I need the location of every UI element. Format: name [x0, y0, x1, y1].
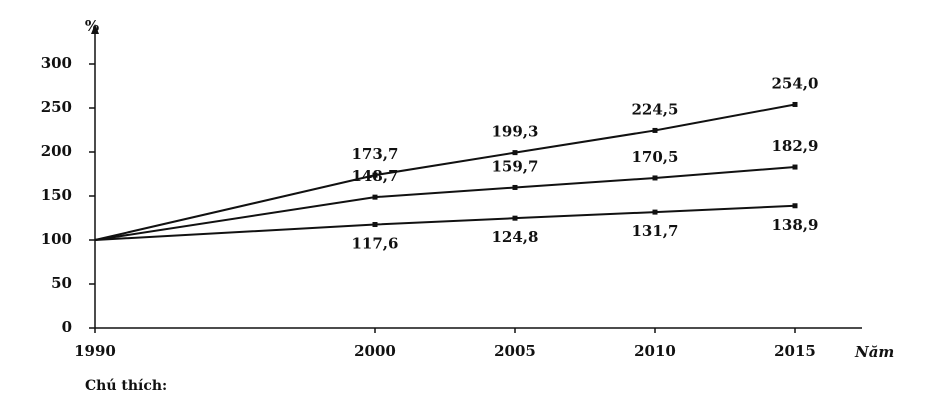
data-point — [372, 194, 378, 200]
value-label: 224,5 — [632, 100, 679, 118]
y-tick-label: 50 — [51, 274, 72, 292]
x-tick-label: 2015 — [774, 342, 816, 360]
value-label: 182,9 — [772, 137, 819, 155]
y-tick-label: 200 — [41, 142, 72, 160]
x-tick-label: 2010 — [634, 342, 676, 360]
data-point — [512, 184, 518, 190]
series-line — [94, 204, 796, 241]
y-tick-label: 100 — [41, 230, 72, 248]
y-tick-label: 0 — [62, 318, 72, 336]
y-tick-label: 250 — [41, 98, 72, 116]
data-point — [652, 127, 658, 133]
data-point — [652, 209, 658, 215]
y-axis-label: % — [85, 17, 99, 35]
value-label: 173,7 — [352, 145, 399, 163]
value-label: 138,9 — [772, 216, 819, 234]
value-label: 124,8 — [492, 228, 539, 246]
data-point — [372, 172, 378, 178]
y-tick-label: 300 — [41, 54, 72, 72]
value-label: 254,0 — [772, 74, 819, 92]
series-line — [94, 166, 796, 241]
data-point — [512, 150, 518, 156]
value-label: 131,7 — [632, 222, 679, 240]
value-label: 199,3 — [492, 123, 539, 141]
value-label: 159,7 — [492, 157, 539, 175]
data-point — [792, 101, 798, 107]
x-tick-label: 2000 — [354, 342, 396, 360]
legend-title: Chú thích: — [85, 378, 167, 394]
value-label: 117,6 — [352, 235, 399, 253]
y-axis-arrow — [91, 24, 99, 34]
x-tick-label: 2005 — [494, 342, 536, 360]
data-point — [792, 203, 798, 209]
data-point — [372, 222, 378, 228]
series-line — [94, 103, 796, 241]
y-tick-label: 150 — [41, 186, 72, 204]
data-point — [792, 164, 798, 170]
x-tick-label: 1990 — [74, 342, 116, 360]
value-label: 170,5 — [632, 148, 679, 166]
x-axis-label: Năm — [854, 343, 894, 361]
data-point — [512, 215, 518, 221]
value-label: 148,7 — [352, 167, 399, 185]
data-point — [652, 175, 658, 181]
